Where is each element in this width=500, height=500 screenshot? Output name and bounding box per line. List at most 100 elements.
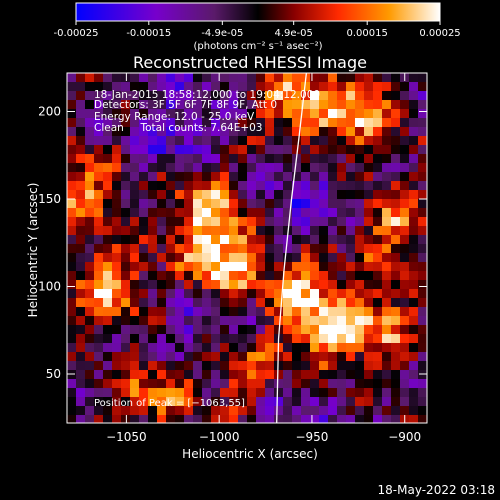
heatmap-cell (301, 307, 311, 317)
heatmap-cell (85, 172, 95, 182)
heatmap-cell (130, 163, 140, 173)
heatmap-cell (229, 163, 239, 173)
heatmap-cell (391, 73, 401, 83)
heatmap-cell (409, 415, 419, 423)
colorbar-tick-label: 4.9e-05 (274, 28, 312, 39)
heatmap-cell (175, 244, 185, 254)
heatmap-cell (247, 262, 257, 272)
heatmap-cell (67, 406, 77, 416)
heatmap-cell (166, 199, 176, 209)
heatmap-cell (418, 379, 427, 389)
heatmap-cell (247, 127, 257, 137)
heatmap-cell (265, 343, 275, 353)
heatmap-cell (283, 253, 293, 263)
heatmap-cell (211, 244, 221, 254)
heatmap-cell (202, 91, 212, 101)
heatmap-cell (166, 217, 176, 227)
heatmap-cell (94, 406, 104, 416)
heatmap-cell (391, 109, 401, 119)
heatmap-cell (310, 145, 320, 155)
heatmap-cell (355, 289, 365, 299)
heatmap-cell (229, 208, 239, 218)
heatmap-cell (328, 370, 338, 380)
heatmap-cell (418, 325, 427, 335)
heatmap-cell (337, 109, 347, 119)
heatmap-cell (391, 343, 401, 353)
heatmap-cell (112, 208, 122, 218)
heatmap-cell (85, 289, 95, 299)
heatmap-cell (382, 334, 392, 344)
heatmap-cell (391, 235, 401, 245)
heatmap-cell (94, 217, 104, 227)
heatmap-cell (256, 235, 266, 245)
heatmap-cell (229, 307, 239, 317)
heatmap-cell (76, 397, 86, 407)
heatmap-cell (193, 406, 203, 416)
heatmap-cell (139, 172, 149, 182)
heatmap-cell (346, 226, 356, 236)
heatmap-cell (166, 370, 176, 380)
heatmap-cell (184, 163, 194, 173)
heatmap-cell (85, 415, 95, 423)
heatmap-cell (166, 361, 176, 371)
heatmap-cell (229, 91, 239, 101)
heatmap-cell (157, 118, 167, 128)
heatmap-cell (247, 181, 257, 191)
heatmap-cell (67, 163, 77, 173)
heatmap-cell (211, 136, 221, 146)
heatmap-cell (382, 415, 392, 423)
heatmap-cell (193, 370, 203, 380)
heatmap-cell (337, 145, 347, 155)
heatmap-cell (121, 82, 131, 92)
heatmap-cell (121, 316, 131, 326)
heatmap-cell (382, 271, 392, 281)
heatmap-cell (175, 325, 185, 335)
heatmap-cell (346, 235, 356, 245)
heatmap-cell (193, 262, 203, 272)
heatmap-cell (364, 253, 374, 263)
heatmap-cell (283, 190, 293, 200)
heatmap-cell (184, 388, 194, 398)
heatmap-cell (211, 325, 221, 335)
heatmap-cell (202, 136, 212, 146)
heatmap-cell (283, 352, 293, 362)
heatmap-cell (418, 370, 427, 380)
heatmap-cell (103, 190, 113, 200)
heatmap-cell (319, 343, 329, 353)
heatmap-cell (373, 253, 383, 263)
heatmap-cell (157, 163, 167, 173)
heatmap-cell (175, 298, 185, 308)
heatmap-cell (265, 163, 275, 173)
heatmap-cell (364, 406, 374, 416)
heatmap-cell (211, 388, 221, 398)
heatmap-cell (202, 406, 212, 416)
heatmap-cell (103, 370, 113, 380)
heatmap-cell (94, 343, 104, 353)
heatmap-cell (355, 109, 365, 119)
heatmap-cell (247, 217, 257, 227)
heatmap-cell (130, 82, 140, 92)
heatmap-cell (112, 244, 122, 254)
heatmap-cell (130, 109, 140, 119)
heatmap-cell (148, 361, 158, 371)
heatmap-cell (130, 118, 140, 128)
heatmap-cell (247, 307, 257, 317)
heatmap-cell (148, 397, 158, 407)
heatmap-cell (175, 343, 185, 353)
heatmap-cell (76, 352, 86, 362)
heatmap-cell (67, 253, 77, 263)
heatmap-cell (319, 82, 329, 92)
heatmap-cell (247, 334, 257, 344)
heatmap-cell (310, 208, 320, 218)
heatmap-cell (409, 118, 419, 128)
heatmap-cell (364, 370, 374, 380)
heatmap-cell (364, 163, 374, 173)
heatmap-cell (76, 262, 86, 272)
heatmap-cell (202, 397, 212, 407)
heatmap-cell (265, 325, 275, 335)
heatmap-cell (184, 181, 194, 191)
heatmap-cell (283, 316, 293, 326)
heatmap-cell (292, 118, 302, 128)
heatmap-cell (193, 154, 203, 164)
heatmap-cell (139, 190, 149, 200)
